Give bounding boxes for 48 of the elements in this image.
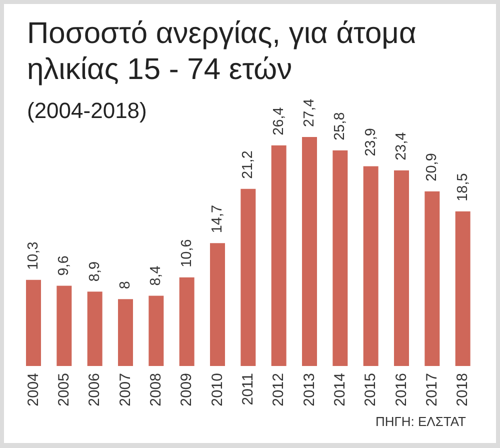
chart-title: Ποσοστό ανεργίας, για άτομα ηλικίας 15 - 74 ετών: [27, 17, 416, 86]
x-tick-label: 2012: [270, 373, 288, 406]
data-label: 8,4: [148, 266, 164, 286]
data-label: 10,3: [26, 242, 42, 270]
bar: [210, 243, 225, 366]
x-tick-label: 2015: [362, 373, 380, 406]
x-tick-label: 2009: [178, 373, 196, 406]
x-tick-label: 2006: [86, 373, 104, 406]
data-label: 27,4: [302, 98, 318, 127]
bar: [455, 211, 470, 366]
data-label: 14,7: [210, 204, 226, 234]
x-tick-label: 2011: [240, 373, 256, 406]
data-label: 8: [118, 281, 134, 290]
x-tick-label: 2008: [148, 373, 164, 406]
bar: [56, 286, 72, 366]
data-label: 10,6: [178, 239, 195, 268]
data-label: 26,4: [270, 107, 287, 136]
bar: [424, 191, 440, 366]
bar: [179, 277, 194, 366]
data-label: 23,4: [394, 132, 410, 160]
bar: [240, 188, 256, 366]
x-tick-label: 2010: [208, 373, 226, 406]
x-tick-label: 2005: [56, 373, 72, 406]
x-tick-label: 2014: [332, 373, 348, 406]
bar: [26, 280, 41, 366]
text: ΠΗΓΗ: ΕΛΣΤΑΤ: [375, 414, 466, 429]
data-label: 9,6: [56, 256, 72, 276]
data-label: 21,2: [240, 150, 256, 179]
x-tick-label: 2004: [24, 373, 42, 406]
data-label: 8,9: [86, 261, 103, 282]
x-tick-label: 2017: [424, 373, 440, 406]
bar: [394, 170, 409, 366]
bar: [118, 299, 133, 366]
data-label: 23,9: [362, 128, 379, 156]
bar: [302, 137, 317, 366]
bar: [363, 166, 378, 366]
bar: [148, 296, 164, 366]
chart-subtitle: (2004-2018): [27, 98, 147, 123]
bar: [87, 292, 102, 366]
bar: [271, 145, 286, 366]
x-tick-label: 2016: [392, 373, 410, 406]
x-tick-label: 2007: [116, 373, 134, 406]
data-label: 20,9: [424, 153, 440, 182]
data-label: 18,5: [454, 173, 471, 202]
x-tick-label: 2013: [300, 373, 318, 406]
x-tick-label: 2018: [454, 373, 472, 406]
bar: [332, 150, 348, 366]
data-label: 25,8: [332, 112, 348, 140]
